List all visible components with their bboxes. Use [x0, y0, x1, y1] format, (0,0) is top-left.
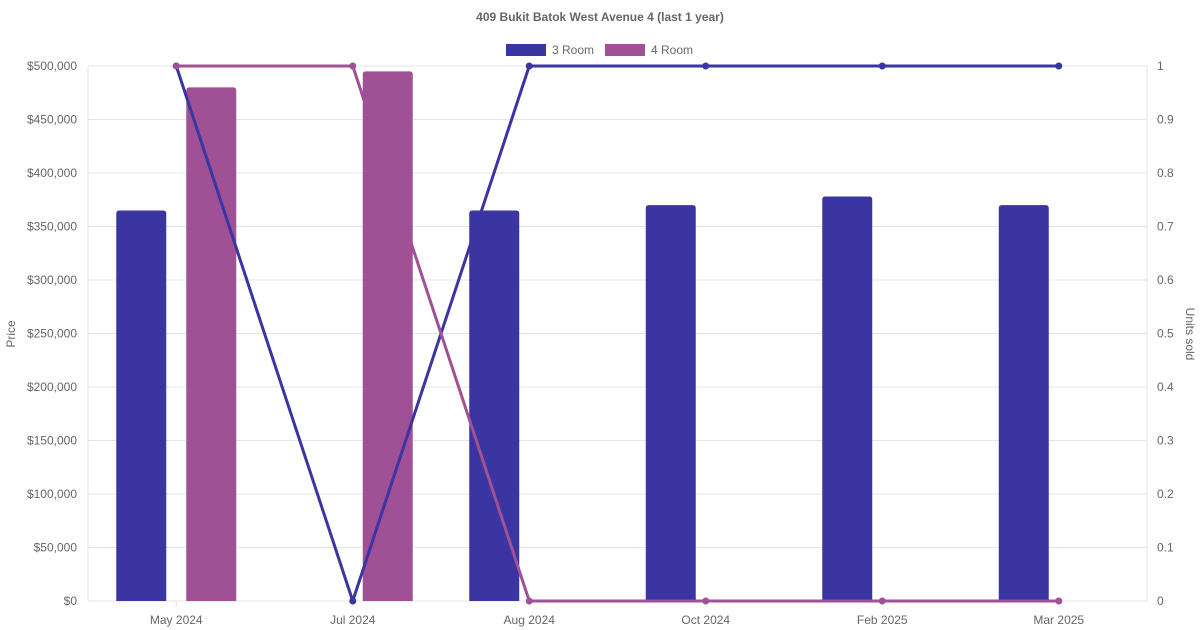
bar[interactable]	[822, 196, 873, 602]
line-point[interactable]	[172, 62, 180, 70]
series-line	[176, 64, 1059, 603]
y-left-tick-label: $450,000	[27, 113, 77, 127]
y-left-tick-label: $500,000	[27, 59, 77, 73]
y-right-tick-label: 0.9	[1157, 113, 1174, 127]
y-left-tick-label: $0	[64, 594, 78, 608]
y-left-tick-label: $150,000	[27, 434, 77, 448]
y-left-tick-label: $350,000	[27, 220, 77, 234]
bar[interactable]	[469, 210, 520, 601]
bar[interactable]	[186, 87, 237, 601]
right-axis: 0 0.1 0.2 0.3 0.4 0.5 0.6 0.7 0.8 0.9 1	[1157, 59, 1174, 608]
y-left-tick-label: $400,000	[27, 166, 77, 180]
chart-title: 409 Bukit Batok West Avenue 4 (last 1 ye…	[476, 10, 724, 24]
line-point[interactable]	[702, 597, 710, 605]
line-point[interactable]	[878, 597, 886, 605]
y-axis-right-title: Units sold	[1183, 308, 1197, 361]
y-left-tick-label: $300,000	[27, 273, 77, 287]
lines	[172, 62, 1063, 605]
y-right-tick-label: 0.8	[1157, 166, 1174, 180]
y-left-tick-label: $250,000	[27, 327, 77, 341]
line-point[interactable]	[1055, 597, 1063, 605]
x-tick-label: May 2024	[150, 613, 203, 627]
legend-label[interactable]: 4 Room	[651, 43, 693, 57]
y-right-tick-label: 0.7	[1157, 220, 1174, 234]
y-right-tick-label: 0.2	[1157, 487, 1174, 501]
legend-swatch[interactable]	[506, 44, 546, 56]
y-right-tick-label: 0.1	[1157, 541, 1174, 555]
x-tick-label: Mar 2025	[1033, 613, 1084, 627]
line-point[interactable]	[702, 62, 710, 70]
y-left-tick-label: $50,000	[34, 541, 78, 555]
legend-label[interactable]: 3 Room	[552, 43, 594, 57]
y-right-tick-label: 0	[1157, 594, 1164, 608]
x-tick-label: Oct 2024	[681, 613, 730, 627]
line-point[interactable]	[1055, 62, 1063, 70]
bar[interactable]	[362, 71, 413, 602]
y-right-tick-label: 0.5	[1157, 327, 1174, 341]
line-point[interactable]	[525, 597, 533, 605]
line-point[interactable]	[349, 597, 357, 605]
y-right-tick-label: 0.3	[1157, 434, 1174, 448]
line-point[interactable]	[878, 62, 886, 70]
bar[interactable]	[116, 210, 167, 601]
legend-swatch[interactable]	[605, 44, 645, 56]
x-tick-label: Jul 2024	[330, 613, 376, 627]
y-axis-left-title: Price	[4, 320, 18, 348]
bar[interactable]	[998, 205, 1049, 601]
line-point[interactable]	[525, 62, 533, 70]
x-axis: May 2024 Jul 2024 Aug 2024 Oct 2024 Feb 2025…	[150, 601, 1084, 627]
bar[interactable]	[645, 205, 696, 601]
y-right-tick-label: 1	[1157, 59, 1164, 73]
y-left-tick-label: $200,000	[27, 380, 77, 394]
series-line	[174, 64, 1059, 603]
y-right-tick-label: 0.4	[1157, 380, 1174, 394]
line-point[interactable]	[349, 62, 357, 70]
left-axis: $0 $50,000 $100,000 $150,000 $200,000 $250,00…	[27, 59, 77, 608]
x-tick-label: Feb 2025	[857, 613, 908, 627]
bars	[116, 71, 1049, 602]
x-tick-label: Aug 2024	[504, 613, 556, 627]
y-right-tick-label: 0.6	[1157, 273, 1174, 287]
y-left-tick-label: $100,000	[27, 487, 77, 501]
gridlines	[87, 65, 1148, 602]
legend[interactable]: 3 Room 4 Room	[506, 43, 693, 57]
